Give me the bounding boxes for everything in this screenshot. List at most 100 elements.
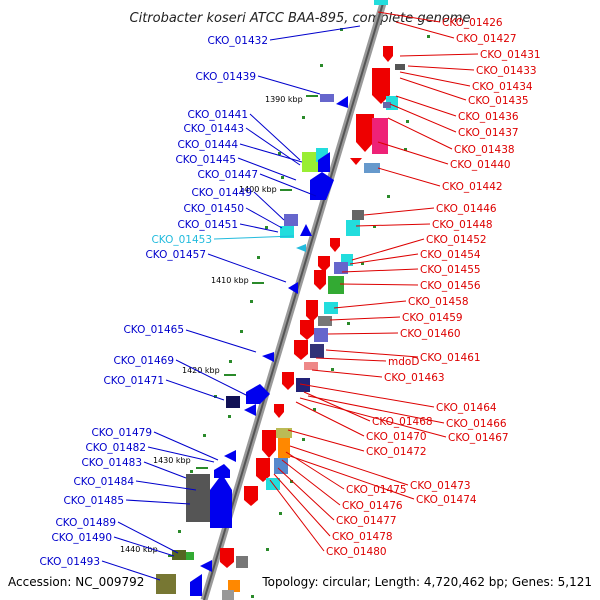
gene-label: CKO_01466 (446, 418, 507, 430)
gene-arrow (310, 172, 334, 200)
gene-label: CKO_01479 (91, 427, 152, 439)
gene-block (310, 344, 324, 358)
gene-block (374, 0, 388, 5)
gene-arrow (356, 114, 374, 152)
tick-label: 1400 kbp (239, 185, 277, 194)
gene-arrow (256, 458, 270, 482)
gene-label: CKO_01464 (436, 402, 497, 414)
gene-label: CKO_01426 (442, 17, 503, 29)
gene-arrow (224, 450, 236, 462)
map-title: Citrobacter koseri ATCC BAA-895, complet… (130, 11, 471, 26)
gene-block (352, 210, 364, 220)
gene-arrow (288, 282, 298, 294)
gene-label: CKO_01435 (468, 95, 529, 107)
gene-block (222, 590, 234, 600)
gene-label: CKO_01463 (384, 372, 445, 384)
gene-arrow (318, 152, 330, 172)
gene-label: CKO_01455 (420, 264, 481, 276)
right-connectors (269, 11, 479, 552)
gene-arrow (190, 574, 202, 596)
gene-arrow (306, 300, 318, 322)
gene-label: CKO_01474 (416, 494, 477, 506)
gene-label: CKO_01442 (442, 181, 503, 193)
gene-label: CKO_01446 (436, 203, 497, 215)
gene-label: CKO_01471 (103, 375, 164, 387)
gene-arrow (350, 158, 362, 165)
gene-block (320, 94, 334, 102)
gene-label: CKO_01476 (342, 500, 403, 512)
gene-block (318, 316, 332, 326)
gene-label: CKO_01448 (432, 219, 493, 231)
tick-label: 1430 kbp (153, 456, 191, 465)
gene-label: CKO_01457 (145, 249, 206, 261)
gene-block (324, 302, 338, 314)
gene-label: CKO_01443 (183, 123, 244, 135)
gene-block (314, 328, 328, 342)
gene-block (364, 163, 380, 173)
gene-block (346, 220, 360, 236)
gene-arrow (210, 474, 232, 528)
gene-block (304, 362, 318, 370)
topology-label: Topology: circular; Length: 4,720,462 bp… (261, 575, 592, 589)
gene-label: CKO_01440 (450, 159, 511, 171)
gene-label: CKO_01449 (191, 187, 252, 199)
gene-block (274, 458, 288, 474)
gene-label: CKO_01473 (410, 480, 471, 492)
gene-block (236, 556, 248, 568)
gene-label: CKO_01477 (336, 515, 397, 527)
gene-arrow (246, 384, 270, 404)
left-labels: CKO_01432 CKO_01439 CKO_01441 CKO_01443 … (39, 35, 268, 568)
gene-arrow (314, 270, 326, 290)
gene-label: CKO_01493 (39, 556, 100, 568)
gene-label: CKO_01490 (51, 532, 112, 544)
tick-label: 1390 kbp (265, 95, 303, 104)
gene-arrow (300, 320, 314, 340)
gene-arrow (330, 238, 340, 252)
gene-label: CKO_01454 (420, 249, 481, 261)
reverse-strand-features (156, 94, 348, 596)
gene-label: CKO_01472 (366, 446, 427, 458)
gene-block (186, 474, 210, 522)
gene-block (334, 262, 348, 274)
gene-label: CKO_01470 (366, 431, 427, 443)
gene-arrow (318, 256, 330, 272)
gene-arrow (214, 464, 230, 478)
gene-arrow (294, 340, 308, 360)
gene-arrow (244, 486, 258, 506)
gene-label: CKO_01489 (55, 517, 116, 529)
gene-label: CKO_01436 (458, 111, 519, 123)
left-connectors (101, 25, 361, 581)
track-dots (162, 28, 430, 598)
gene-label: CKO_01447 (197, 169, 258, 181)
gene-label: CKO_01458 (408, 296, 469, 308)
gene-arrow (372, 68, 390, 104)
gene-label: CKO_01450 (183, 203, 244, 215)
gene-label: CKO_01438 (454, 144, 515, 156)
gene-label: CKO_01467 (448, 432, 509, 444)
gene-label: CKO_01485 (63, 495, 124, 507)
gene-label: CKO_01482 (85, 442, 146, 454)
gene-arrow (262, 352, 274, 362)
gene-label: CKO_01475 (346, 484, 407, 496)
gene-arrow (244, 404, 256, 416)
gene-label: CKO_01483 (81, 457, 142, 469)
gene-block (278, 438, 290, 458)
gene-label: CKO_01432 (207, 35, 268, 47)
gene-label: CKO_01441 (187, 109, 248, 121)
gene-block (228, 580, 240, 592)
genome-backbone (200, 0, 388, 600)
gene-block (372, 118, 388, 154)
gene-label: CKO_01434 (472, 81, 533, 93)
gene-label: CKO_01439 (195, 71, 256, 83)
gene-label: CKO_01456 (420, 280, 481, 292)
gene-label: CKO_01461 (420, 352, 481, 364)
gene-label: CKO_01484 (73, 476, 134, 488)
gene-arrow (383, 46, 393, 62)
gene-block (328, 276, 344, 294)
gene-arrow (262, 430, 276, 458)
gene-block (186, 552, 194, 560)
gene-label: CKO_01427 (456, 33, 517, 45)
gene-label: mdoD (388, 356, 419, 368)
gene-block (284, 214, 298, 226)
